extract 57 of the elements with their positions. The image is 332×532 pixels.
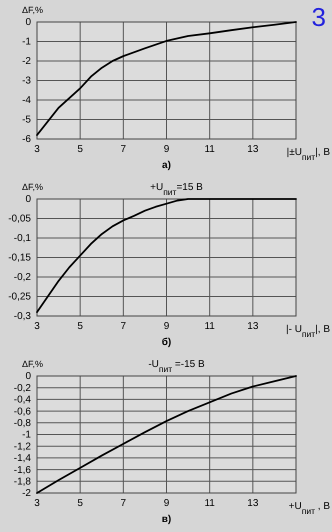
line-series	[36, 21, 297, 136]
y-axis-title: ΔF,%	[22, 182, 44, 192]
x-tick-label: 13	[247, 144, 259, 156]
text: б)	[162, 337, 172, 348]
x-tick-label: 5	[77, 498, 84, 510]
chart-title: +U$_{пит}$=15 В	[150, 182, 204, 197]
y-tick-label: -3	[22, 76, 32, 87]
text: в)	[162, 514, 172, 525]
x-tick-label: 11	[204, 498, 216, 510]
x-tick-label: 3	[34, 144, 40, 156]
y-tick-label: -6	[22, 134, 32, 146]
y-tick-label: -1,8	[14, 476, 32, 488]
y-tick-label: -0,2	[14, 382, 32, 394]
y-axis-title: ΔF,%	[22, 5, 44, 15]
y-tick-label: 0	[25, 17, 32, 28]
x-tick-label: 3	[34, 321, 40, 332]
y-tick-label: -0,15	[8, 252, 32, 264]
y-axis-title: ΔF,%	[22, 359, 44, 369]
text: 3	[312, 2, 326, 32]
x-tick-label: 9	[164, 321, 170, 332]
text: а)	[162, 160, 171, 171]
y-tick-label: -0,1	[14, 233, 32, 244]
x-tick-label: 7	[120, 498, 127, 510]
y-tick-label: -2	[22, 488, 32, 500]
x-axis-title: |- U$_{пит}$|, В	[286, 324, 330, 339]
x-tick-label: 5	[77, 321, 84, 332]
y-tick-label: -0,25	[8, 292, 32, 303]
x-axis-title: |±U$_{пит}$|, В	[286, 147, 330, 162]
y-tick-label: -1,6	[14, 464, 32, 476]
y-tick-label: -1	[22, 430, 32, 441]
x-tick-label: 11	[204, 321, 216, 332]
y-tick-label: -0,6	[14, 406, 32, 418]
x-tick-label: 7	[120, 144, 127, 156]
x-axis-title: +U$_{пит}$ , В	[288, 501, 330, 516]
y-tick-label: -1	[22, 36, 32, 48]
chart-title: -U$_{пит}$ =-15 В	[148, 359, 205, 374]
x-tick-label: 13	[247, 498, 259, 510]
x-tick-label: 11	[204, 144, 216, 156]
x-tick-label: 9	[164, 144, 170, 156]
y-tick-label: 0	[25, 371, 32, 382]
y-tick-label: -1,2	[14, 441, 32, 452]
x-tick-label: 7	[120, 321, 127, 332]
y-tick-label: -0,3	[14, 311, 32, 322]
line-series	[36, 198, 297, 313]
y-tick-label: -0,2	[14, 272, 32, 284]
y-tick-label: -0,4	[14, 394, 32, 406]
x-tick-label: 13	[247, 321, 259, 332]
y-tick-label: -4	[22, 95, 32, 106]
y-tick-label: -0,05	[8, 214, 32, 225]
x-tick-label: 3	[34, 498, 40, 510]
y-tick-label: -2	[22, 56, 32, 68]
x-tick-label: 9	[164, 498, 170, 510]
y-tick-label: -1,4	[14, 453, 32, 464]
x-tick-label: 5	[77, 144, 84, 156]
y-tick-label: -5	[22, 114, 32, 126]
y-tick-label: 0	[25, 194, 32, 206]
y-tick-label: -0,8	[14, 418, 32, 429]
